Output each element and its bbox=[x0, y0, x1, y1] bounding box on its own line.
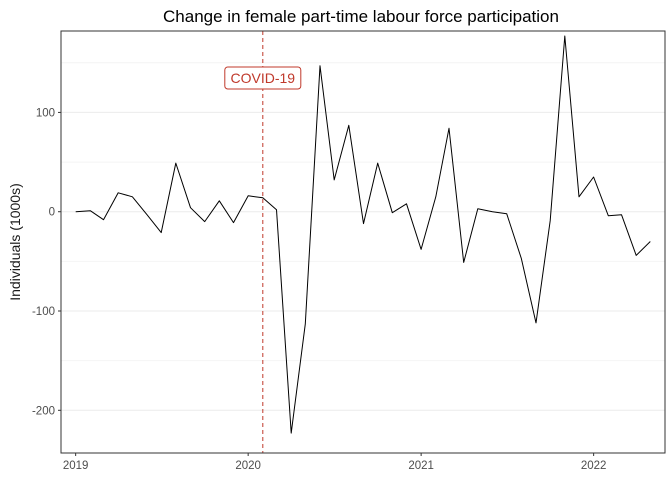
y-tick-label: -100 bbox=[32, 306, 55, 318]
data-series bbox=[75, 35, 651, 434]
grid bbox=[61, 62, 665, 411]
chart-title: Change in female part-time labour force … bbox=[163, 7, 559, 26]
y-axis: -200 -100 0 100 bbox=[32, 107, 61, 417]
series-line bbox=[75, 35, 651, 434]
y-axis-label: Individuals (1000s) bbox=[7, 183, 23, 301]
plot-border bbox=[60, 30, 666, 454]
y-tick-label: 0 bbox=[49, 207, 55, 219]
x-tick-label: 2019 bbox=[63, 460, 89, 472]
covid-label-box bbox=[224, 66, 302, 90]
x-tick-label: 2020 bbox=[235, 460, 261, 472]
y-tick-label: 100 bbox=[36, 107, 55, 119]
x-axis: 2019 2020 2021 2022 bbox=[63, 453, 607, 472]
x-tick-label: 2021 bbox=[408, 460, 434, 472]
y-tick-label: -200 bbox=[32, 405, 55, 417]
covid-annotation: COVID-19 bbox=[224, 31, 302, 453]
x-tick-label: 2022 bbox=[581, 460, 607, 472]
covid-label: COVID-19 bbox=[231, 70, 296, 86]
